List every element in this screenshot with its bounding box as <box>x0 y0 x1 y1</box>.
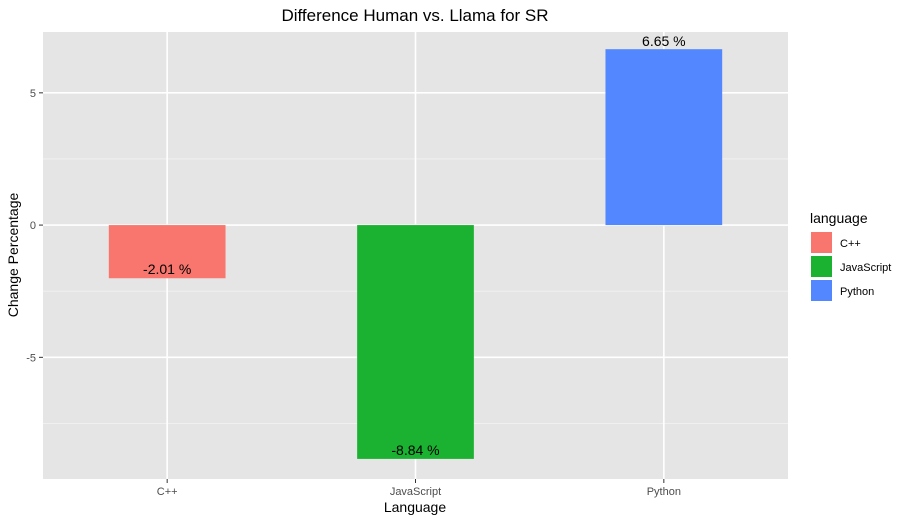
x-axis: C++ JavaScript Python <box>157 479 681 498</box>
y-axis: -5 0 5 <box>26 88 43 364</box>
y-tick-label: 5 <box>30 88 36 100</box>
bar-javascript <box>357 225 474 459</box>
legend-label: C++ <box>840 238 861 250</box>
legend: language C++ JavaScript Python <box>810 210 891 301</box>
bars <box>108 49 723 459</box>
x-tick-label: C++ <box>157 486 178 498</box>
bar-python <box>605 49 723 226</box>
legend-key <box>811 232 832 253</box>
legend-label: JavaScript <box>840 262 891 274</box>
legend-key <box>811 280 832 301</box>
bar-value-label: 6.65 % <box>642 33 686 49</box>
y-axis-title: Change Percentage <box>5 193 21 318</box>
bar-cpp <box>108 225 226 279</box>
bar-value-label: -2.01 % <box>143 261 191 277</box>
legend-key <box>811 256 832 277</box>
y-tick-label: 0 <box>30 220 36 232</box>
chart-title: Difference Human vs. Llama for SR <box>281 6 548 25</box>
bar-labels: -2.01 % -8.84 % 6.65 % <box>143 33 686 458</box>
y-tick-label: -5 <box>26 352 36 364</box>
bar-value-label: -8.84 % <box>391 442 439 458</box>
x-tick-label: JavaScript <box>390 486 441 498</box>
x-axis-title: Language <box>384 499 447 515</box>
legend-label: Python <box>840 286 874 298</box>
x-tick-label: Python <box>647 486 681 498</box>
legend-title: language <box>810 210 868 226</box>
